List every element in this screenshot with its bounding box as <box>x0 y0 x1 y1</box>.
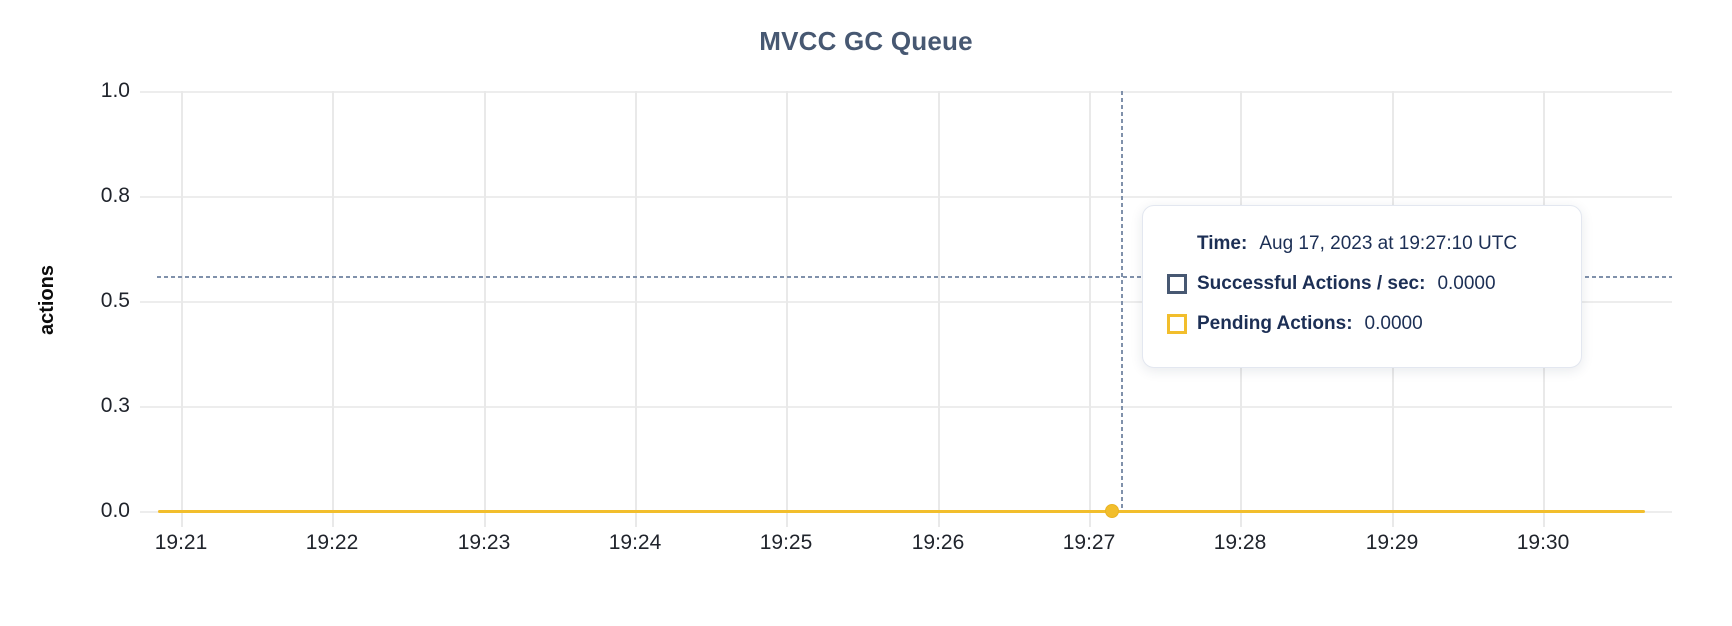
tooltip-series-label: Successful Actions / sec: <box>1197 273 1426 294</box>
x-tick-label: 19:28 <box>1213 531 1267 554</box>
x-tick-label: 19:22 <box>305 531 359 554</box>
tooltip-series-label: Pending Actions: <box>1197 313 1353 334</box>
gridline-vertical <box>181 91 183 527</box>
chart-tooltip: Time: Aug 17, 2023 at 19:27:10 UTC Succe… <box>1142 205 1582 368</box>
x-tick-label: 19:23 <box>457 531 511 554</box>
y-tick-label: 0.3 <box>100 394 130 417</box>
tooltip-time-row: Time: Aug 17, 2023 at 19:27:10 UTC <box>1167 229 1557 259</box>
pending-actions-series-line <box>158 510 1645 513</box>
x-tick-label: 19:27 <box>1062 531 1116 554</box>
y-tick-label: 1.0 <box>100 79 130 102</box>
gridline-vertical <box>786 91 788 527</box>
chart-title: MVCC GC Queue <box>759 26 973 56</box>
gridline-horizontal <box>140 406 1672 408</box>
gridline-horizontal <box>140 91 1672 93</box>
gridline-vertical <box>1089 91 1091 527</box>
gridline-vertical <box>332 91 334 527</box>
y-tick-label: 0.5 <box>100 289 130 312</box>
tooltip-series-value: 0.0000 <box>1437 273 1496 294</box>
y-tick-label: 0.0 <box>100 499 130 522</box>
gridline-horizontal <box>140 196 1672 198</box>
gridline-vertical <box>484 91 486 527</box>
tooltip-time-label: Time: <box>1197 233 1248 254</box>
gridline-horizontal <box>140 301 1672 303</box>
successful-actions-swatch-icon <box>1167 274 1187 294</box>
tooltip-spacer <box>1167 234 1187 254</box>
gridline-vertical <box>938 91 940 527</box>
x-tick-label: 19:25 <box>759 531 813 554</box>
tooltip-series-row: Pending Actions: 0.0000 <box>1167 309 1557 339</box>
tooltip-time-value: Aug 17, 2023 at 19:27:10 UTC <box>1259 233 1518 254</box>
x-tick-label: 19:26 <box>911 531 965 554</box>
tooltip-series-row: Successful Actions / sec: 0.0000 <box>1167 269 1557 299</box>
gridline-vertical <box>635 91 637 527</box>
x-tick-label: 19:30 <box>1516 531 1570 554</box>
x-tick-label: 19:24 <box>608 531 662 554</box>
pending-actions-swatch-icon <box>1167 314 1187 334</box>
tooltip-series-value: 0.0000 <box>1364 313 1423 334</box>
y-tick-label: 0.8 <box>100 184 130 207</box>
hovered-data-point[interactable] <box>1105 504 1119 518</box>
crosshair-horizontal-line <box>157 276 1672 278</box>
x-tick-label: 19:29 <box>1365 531 1419 554</box>
x-tick-label: 19:21 <box>154 531 208 554</box>
crosshair-vertical-line <box>1121 91 1123 511</box>
